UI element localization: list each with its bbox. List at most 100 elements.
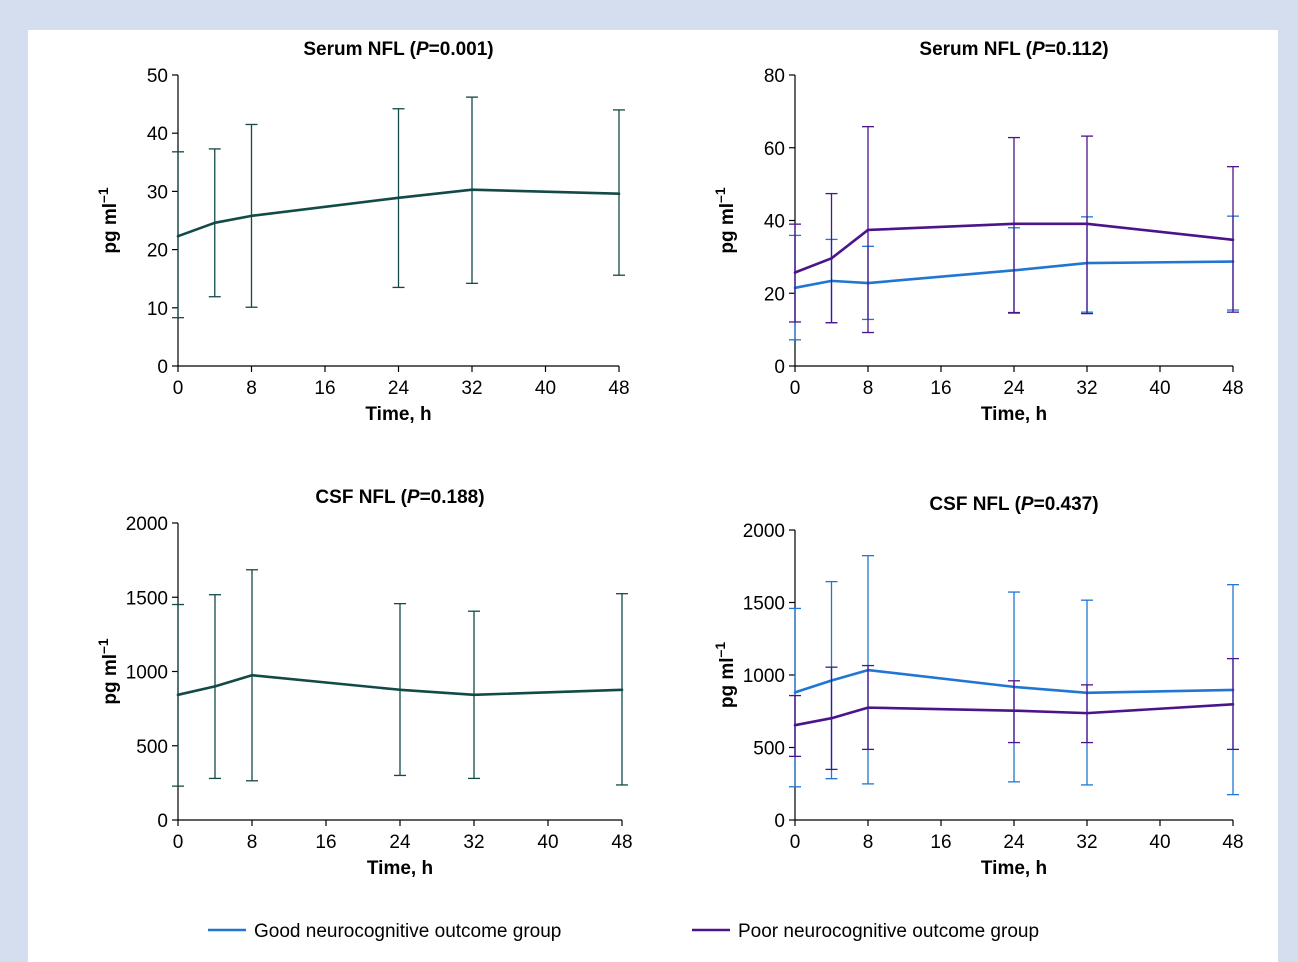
series-1	[172, 96, 625, 319]
chart-2: 0 20 40 60 80 0 8 16 24 32 40 48 Time, h pg ml–1 Serum…	[712, 39, 1244, 425]
x-tick-label: 48	[1222, 378, 1243, 399]
chart-title-value: =0.437)	[1034, 494, 1099, 515]
x-tick-label: 40	[537, 832, 558, 853]
series-2	[789, 657, 1239, 771]
y-tick-label: 2000	[743, 521, 785, 542]
x-tick-label: 16	[930, 832, 951, 853]
y-tick-label: 30	[147, 182, 168, 203]
legend-item-2: Poor neurocognitive outcome group	[692, 921, 1039, 942]
y-tick-label: 500	[136, 737, 168, 758]
chart-title-text: Serum NFL (	[303, 39, 416, 60]
y-tick-label: 10	[147, 299, 168, 320]
data-point	[793, 691, 797, 694]
y-tick-label: 20	[147, 241, 168, 262]
y-axis-label-unit: pg ml	[100, 654, 121, 705]
chart-title-text: Serum NFL (	[919, 39, 1032, 60]
y-tick-label: 1000	[743, 666, 785, 687]
x-tick-label: 48	[1222, 832, 1243, 853]
data-point	[398, 688, 402, 692]
y-axis-label-exponent: –1	[712, 187, 728, 203]
y-axis-label: pg ml–1	[95, 638, 121, 704]
y-tick-label: 0	[157, 811, 168, 832]
x-tick-label: 32	[463, 832, 484, 853]
data-point	[176, 234, 180, 238]
x-axis-label: Time, h	[981, 404, 1047, 425]
x-tick-label: 32	[1076, 378, 1097, 399]
y-axis-label-unit: pg ml	[717, 657, 738, 708]
x-tick-label: 24	[1003, 832, 1025, 853]
chart-4: 0 500 1000 1500 2000 0 8 16 24 32 40 48 Time, h pg ml…	[712, 494, 1244, 879]
chart-3: 0 500 1000 1500 2000 0 8 16 24 32 40 48 Time, h pg ml…	[95, 487, 633, 879]
chart-title-value: =0.001)	[429, 39, 494, 60]
x-tick-label: 8	[863, 832, 874, 853]
chart-title-p: P	[407, 487, 420, 508]
series-line	[177, 673, 623, 697]
x-tick-label: 32	[1076, 832, 1097, 853]
data-point	[1012, 222, 1016, 226]
x-tick-label: 40	[1149, 832, 1170, 853]
chart-title-p: P	[1021, 494, 1034, 515]
x-tick-label: 48	[611, 832, 632, 853]
x-axis-label: Time, h	[367, 858, 433, 879]
x-tick-label: 8	[246, 378, 257, 399]
y-axis-label-unit: pg ml	[717, 203, 738, 254]
x-tick-label: 8	[863, 378, 874, 399]
x-tick-label: 24	[389, 832, 411, 853]
data-point	[1085, 222, 1089, 226]
y-axis-label-unit: pg ml	[100, 203, 121, 254]
y-tick-label: 60	[764, 139, 785, 160]
chart-title: CSF NFL (P=0.437)	[929, 494, 1098, 515]
y-tick-label: 40	[764, 212, 785, 233]
series-line	[794, 702, 1234, 727]
series-line	[794, 260, 1234, 290]
chart-title-p: P	[1032, 39, 1045, 60]
x-tick-label: 32	[461, 378, 482, 399]
y-tick-label: 2000	[126, 514, 168, 535]
x-tick-label: 24	[1003, 378, 1025, 399]
x-tick-label: 8	[247, 832, 258, 853]
data-point	[1085, 711, 1089, 715]
data-point	[213, 221, 217, 225]
x-tick-label: 0	[790, 378, 801, 399]
y-tick-label: 0	[774, 811, 785, 832]
chart-title: Serum NFL (P=0.001)	[303, 39, 493, 60]
figure-panel: 0 10 20 30 40 50 0 8 16 24 32 40 48 Time, h pg ml–1 Ser…	[28, 30, 1278, 962]
data-point	[397, 196, 400, 200]
data-point	[620, 688, 624, 692]
data-point	[250, 673, 254, 677]
data-point	[793, 723, 797, 727]
chart-title-text: CSF NFL (	[929, 494, 1021, 515]
data-point	[866, 706, 870, 709]
series-line	[794, 222, 1234, 274]
data-point	[617, 192, 621, 196]
legend-label: Poor neurocognitive outcome group	[738, 921, 1039, 942]
chart-title-p: P	[416, 39, 429, 60]
y-axis-label-exponent: –1	[95, 638, 111, 654]
x-tick-label: 0	[790, 832, 801, 853]
legend-item-1: Good neurocognitive outcome group	[208, 921, 561, 942]
legend: Good neurocognitive outcome group Poor ne…	[208, 921, 1039, 942]
error-bar	[172, 151, 184, 319]
y-axis-label: pg ml–1	[712, 642, 738, 708]
y-tick-label: 500	[753, 739, 785, 760]
x-tick-label: 40	[535, 378, 556, 399]
data-point	[1012, 709, 1016, 712]
x-tick-label: 0	[173, 832, 184, 853]
series-line	[177, 188, 620, 238]
chart-title: Serum NFL (P=0.112)	[919, 39, 1108, 60]
y-axis-label: pg ml–1	[712, 187, 738, 253]
series-line	[794, 668, 1234, 695]
x-tick-label: 16	[314, 378, 335, 399]
chart-title: CSF NFL (P=0.188)	[315, 487, 484, 508]
data-point	[793, 271, 797, 274]
data-point	[830, 716, 833, 720]
data-point	[1231, 238, 1235, 242]
data-point	[176, 693, 180, 697]
x-tick-label: 24	[388, 378, 410, 399]
y-tick-label: 0	[774, 357, 785, 378]
legend-label: Good neurocognitive outcome group	[254, 921, 561, 942]
data-point	[472, 693, 476, 697]
y-axis-label: pg ml–1	[95, 187, 121, 253]
y-axis-label-exponent: –1	[95, 187, 111, 203]
